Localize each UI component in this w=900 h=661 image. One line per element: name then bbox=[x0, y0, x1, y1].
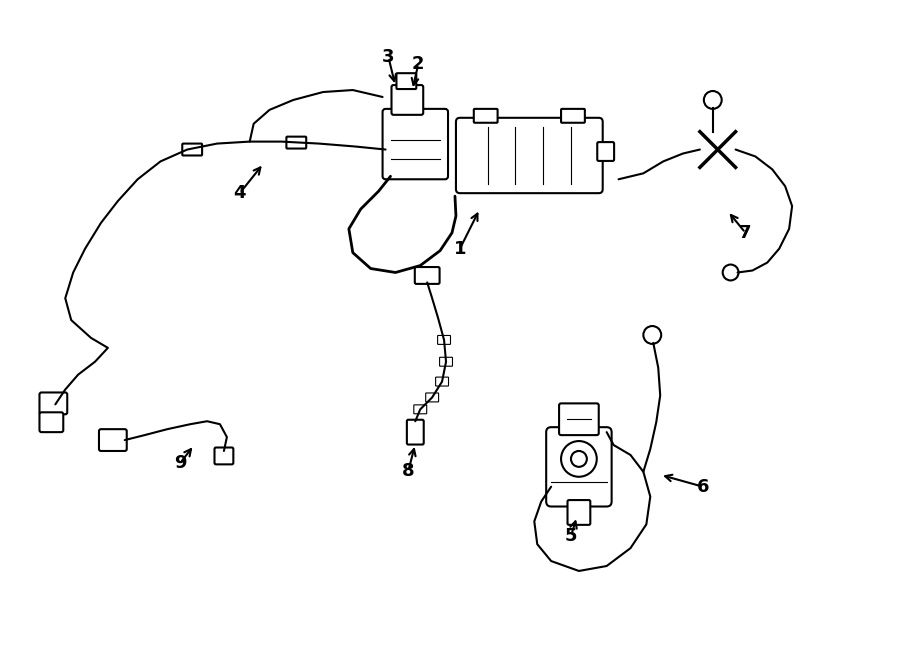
FancyBboxPatch shape bbox=[561, 109, 585, 123]
FancyBboxPatch shape bbox=[40, 412, 63, 432]
Text: 8: 8 bbox=[402, 462, 415, 480]
FancyBboxPatch shape bbox=[473, 109, 498, 123]
Text: 1: 1 bbox=[454, 240, 466, 258]
FancyBboxPatch shape bbox=[99, 429, 127, 451]
Text: 4: 4 bbox=[233, 184, 246, 202]
FancyBboxPatch shape bbox=[407, 420, 424, 445]
FancyBboxPatch shape bbox=[40, 393, 68, 414]
Circle shape bbox=[561, 441, 597, 477]
FancyBboxPatch shape bbox=[414, 405, 427, 414]
Text: 3: 3 bbox=[382, 48, 395, 66]
FancyBboxPatch shape bbox=[456, 118, 603, 193]
FancyBboxPatch shape bbox=[437, 336, 451, 344]
FancyBboxPatch shape bbox=[183, 143, 202, 155]
FancyBboxPatch shape bbox=[382, 109, 448, 179]
FancyBboxPatch shape bbox=[559, 403, 598, 435]
Circle shape bbox=[571, 451, 587, 467]
Text: 9: 9 bbox=[174, 454, 186, 472]
FancyBboxPatch shape bbox=[598, 142, 614, 161]
Text: 7: 7 bbox=[739, 224, 752, 242]
FancyBboxPatch shape bbox=[397, 73, 417, 89]
Text: 5: 5 bbox=[564, 527, 577, 545]
FancyBboxPatch shape bbox=[426, 393, 438, 402]
FancyBboxPatch shape bbox=[415, 267, 439, 284]
Circle shape bbox=[723, 264, 739, 280]
FancyBboxPatch shape bbox=[392, 85, 423, 115]
FancyBboxPatch shape bbox=[214, 447, 233, 465]
Text: 2: 2 bbox=[412, 56, 425, 73]
FancyBboxPatch shape bbox=[436, 377, 448, 386]
Circle shape bbox=[704, 91, 722, 109]
Text: 6: 6 bbox=[697, 478, 709, 496]
FancyBboxPatch shape bbox=[439, 358, 453, 366]
FancyBboxPatch shape bbox=[568, 500, 590, 525]
FancyBboxPatch shape bbox=[286, 137, 306, 149]
Circle shape bbox=[644, 326, 662, 344]
FancyBboxPatch shape bbox=[546, 427, 612, 506]
